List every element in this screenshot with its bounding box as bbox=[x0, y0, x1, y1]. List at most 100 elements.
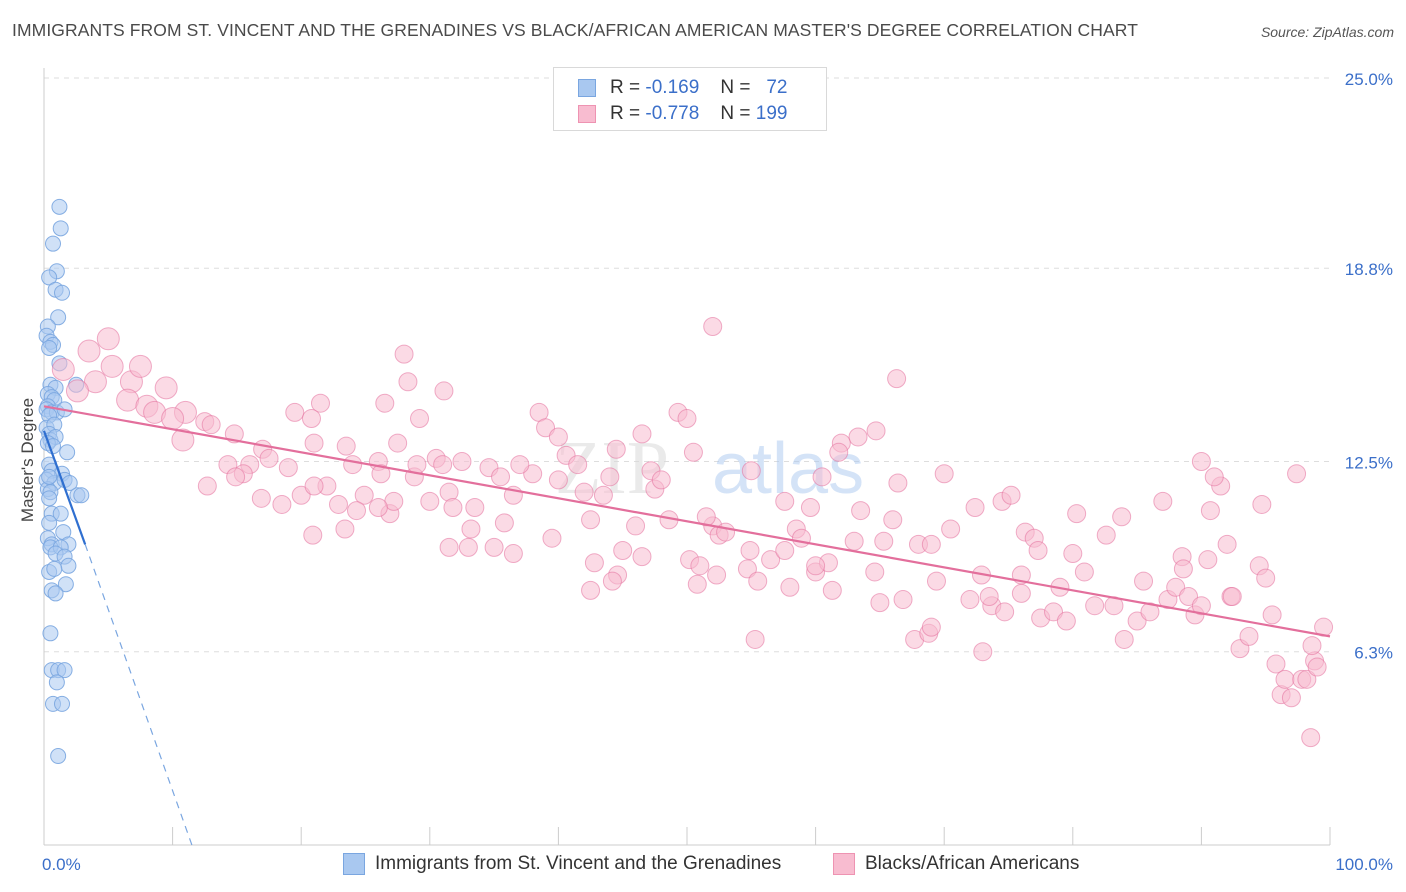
point-s1-25 bbox=[285, 402, 305, 422]
point-s1-192 bbox=[1302, 636, 1322, 656]
point-s1-26 bbox=[310, 393, 330, 413]
point-s1-120 bbox=[874, 531, 894, 551]
point-s1-167 bbox=[1198, 550, 1218, 570]
point-s1-102 bbox=[703, 317, 723, 337]
point-s1-158 bbox=[1127, 611, 1147, 631]
point-s1-23 bbox=[197, 476, 217, 496]
point-s1-105 bbox=[745, 629, 765, 649]
point-s1-92 bbox=[690, 556, 710, 576]
legend-r-label: R = bbox=[610, 103, 641, 124]
point-s1-138 bbox=[979, 586, 999, 606]
trend-extension-immigrants bbox=[84, 544, 193, 846]
point-s1-209 bbox=[371, 464, 391, 484]
bottom-legend-swatch-blacks bbox=[833, 853, 855, 875]
point-s1-121 bbox=[870, 593, 890, 613]
legend-r-value: -0.169 bbox=[645, 77, 700, 98]
bottom-legend-swatch-immigrants bbox=[343, 853, 365, 875]
point-s1-173 bbox=[1217, 534, 1237, 554]
point-s1-200 bbox=[542, 528, 562, 548]
point-s1-48 bbox=[368, 498, 388, 518]
point-s1-147 bbox=[1044, 602, 1064, 622]
point-s1-76 bbox=[548, 470, 568, 490]
point-s1-206 bbox=[632, 547, 652, 567]
point-s1-34 bbox=[291, 485, 311, 505]
point-s1-205 bbox=[461, 519, 481, 539]
point-s1-62 bbox=[484, 537, 504, 557]
point-s1-133 bbox=[960, 590, 980, 610]
point-s1-98 bbox=[687, 574, 707, 594]
bottom-legend-label-blacks: Blacks/African Americans bbox=[865, 853, 1080, 874]
point-s1-80 bbox=[632, 424, 652, 444]
bottom-legend-label-immigrants: Immigrants from St. Vincent and the Gren… bbox=[375, 853, 782, 874]
point-s0-59 bbox=[57, 576, 74, 593]
point-s0-68 bbox=[54, 695, 71, 712]
point-s1-150 bbox=[1067, 504, 1087, 524]
point-s1-104 bbox=[761, 550, 781, 570]
point-s1-123 bbox=[888, 473, 908, 493]
point-s1-77 bbox=[584, 553, 604, 573]
point-s1-193 bbox=[1301, 728, 1321, 748]
point-s1-153 bbox=[1085, 596, 1105, 616]
point-s1-74 bbox=[568, 455, 588, 475]
point-s1-75 bbox=[581, 510, 601, 530]
point-s1-60 bbox=[465, 498, 485, 518]
point-s1-134 bbox=[965, 498, 985, 518]
point-s0-2 bbox=[45, 235, 62, 252]
point-s1-36 bbox=[304, 476, 324, 496]
point-s1-208 bbox=[806, 556, 826, 576]
trend-line-immigrants bbox=[42, 430, 87, 545]
point-s1-185 bbox=[1287, 464, 1307, 484]
legend-n-value: 72 bbox=[766, 77, 788, 98]
trend-lines bbox=[42, 405, 1331, 846]
point-s1-168 bbox=[1191, 596, 1211, 616]
point-s1-117 bbox=[844, 531, 864, 551]
point-s1-9 bbox=[116, 388, 140, 412]
point-s1-97 bbox=[740, 540, 760, 560]
point-s1-52 bbox=[433, 455, 453, 475]
point-s1-163 bbox=[1166, 577, 1186, 597]
point-s1-61 bbox=[458, 537, 478, 557]
point-s0-4 bbox=[41, 269, 58, 286]
point-s1-59 bbox=[452, 452, 472, 471]
point-s0-66 bbox=[48, 674, 65, 691]
point-s1-126 bbox=[887, 369, 907, 389]
point-s1-124 bbox=[893, 590, 913, 610]
x-tick-label-0: 0.0% bbox=[42, 855, 81, 874]
point-s1-100 bbox=[683, 442, 703, 462]
point-s0-57 bbox=[60, 557, 77, 574]
point-s1-154 bbox=[1096, 525, 1116, 545]
point-s1-140 bbox=[1001, 485, 1021, 505]
point-s1-149 bbox=[1063, 544, 1083, 564]
correlation-legend: R = -0.169 N = 72 R = -0.778 N = 199 bbox=[553, 67, 827, 131]
point-s0-69 bbox=[50, 748, 67, 765]
point-s1-96 bbox=[737, 559, 757, 579]
y-axis-label: Master's Degree bbox=[18, 397, 37, 523]
point-s1-171 bbox=[1200, 501, 1220, 521]
point-s0-6 bbox=[54, 284, 71, 301]
point-s1-151 bbox=[1056, 611, 1076, 631]
legend-r-value: -0.778 bbox=[645, 103, 700, 124]
point-s1-131 bbox=[934, 464, 954, 484]
point-s1-110 bbox=[800, 498, 820, 518]
point-s0-61 bbox=[47, 585, 64, 602]
tick-labels: 6.3% 12.5% 18.8% 25.0% 0.0% 100.0% bbox=[42, 70, 1393, 874]
point-s1-197 bbox=[780, 577, 800, 597]
point-s1-85 bbox=[581, 580, 601, 600]
point-s1-88 bbox=[651, 470, 671, 490]
point-s1-66 bbox=[510, 455, 530, 475]
point-s1-180 bbox=[1256, 568, 1276, 588]
point-s1-170 bbox=[1191, 452, 1211, 471]
y-tick-label-3: 25.0% bbox=[1345, 70, 1393, 89]
legend-r-label: R = bbox=[610, 77, 641, 98]
chart-title: IMMIGRANTS FROM ST. VINCENT AND THE GREN… bbox=[12, 20, 1139, 40]
point-s1-8 bbox=[154, 376, 178, 400]
point-s1-27 bbox=[301, 409, 321, 429]
point-s1-41 bbox=[354, 485, 374, 505]
point-s1-157 bbox=[1114, 629, 1134, 649]
point-s1-83 bbox=[626, 516, 646, 536]
point-s1-106 bbox=[775, 540, 795, 560]
point-s1-172 bbox=[1204, 467, 1224, 487]
point-s1-194 bbox=[812, 467, 832, 487]
point-s1-179 bbox=[1252, 494, 1272, 514]
point-s1-43 bbox=[346, 501, 366, 521]
